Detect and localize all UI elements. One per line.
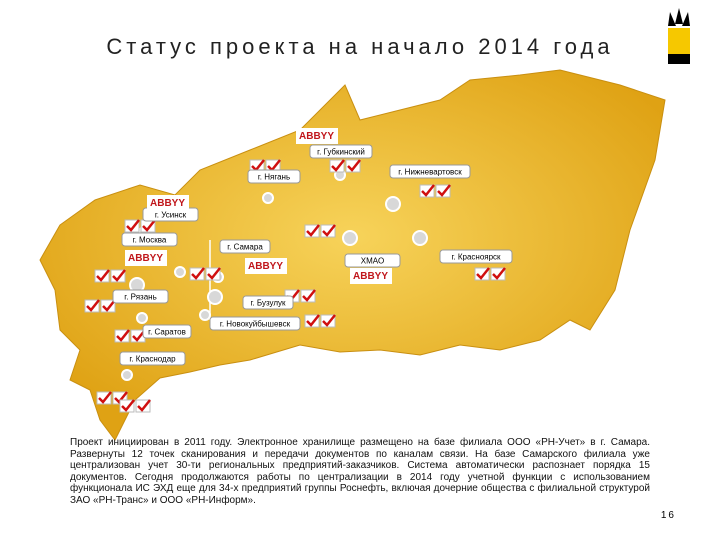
check-mark [322, 224, 336, 237]
check-mark [492, 267, 506, 280]
city-label: г. Нижневартовск [398, 168, 462, 177]
city-label: г. Бузулук [250, 299, 286, 308]
check-mark [142, 219, 156, 232]
logo-box [350, 268, 392, 284]
check-mark [98, 391, 112, 404]
city-label-box [112, 289, 169, 304]
city-label: г. Краснодар [129, 355, 176, 364]
check-mark [322, 314, 336, 327]
slide-title: Статус проекта на начало 2014 года [106, 34, 614, 59]
check-mark [132, 329, 146, 342]
abbyy-logo: ABBYY [248, 261, 283, 272]
check-mark [126, 219, 140, 232]
city-label-box [209, 316, 301, 331]
check-mark [437, 184, 451, 197]
check-mark [331, 159, 345, 172]
logo-box [125, 250, 167, 266]
abbyy-logo: ABBYY [150, 198, 185, 209]
check-mark [121, 399, 135, 412]
city-label: г. Саратов [148, 328, 186, 337]
city-label-box [219, 239, 271, 254]
check-mark [421, 184, 435, 197]
city-label-box [344, 253, 401, 268]
rosneft-logo [668, 8, 690, 64]
check-mark [112, 269, 126, 282]
body-text: Проект инициирован в 2011 году. Электрон… [70, 437, 650, 506]
logo-box [147, 195, 189, 211]
check-mark [96, 269, 110, 282]
logo-box [245, 258, 287, 274]
page-number: 16 [660, 510, 676, 521]
city-label-box [121, 232, 178, 247]
check-mark [116, 329, 130, 342]
city-label: г. Нягань [258, 173, 290, 182]
city-label: г. Самара [227, 243, 263, 252]
city-label-box [142, 324, 192, 339]
check-mark [302, 289, 316, 302]
check-mark [86, 299, 100, 312]
check-mark [102, 299, 116, 312]
check-mark [137, 399, 151, 412]
check-mark [207, 267, 221, 280]
city-label: г. Москва [133, 236, 167, 245]
city-label-box [439, 249, 513, 264]
check-mark [114, 391, 128, 404]
check-mark [476, 267, 490, 280]
abbyy-logo: ABBYY [353, 271, 388, 282]
city-label-box [389, 164, 471, 179]
logo-box [296, 128, 338, 144]
city-label: г. Рязань [124, 293, 157, 302]
check-mark [306, 314, 320, 327]
abbyy-logo: ABBYY [128, 253, 163, 264]
city-label: г. Усинск [155, 211, 187, 220]
check-mark [306, 224, 320, 237]
city-label: г. Новокуйбышевск [220, 320, 291, 329]
city-label-box [242, 295, 294, 310]
city-label-box [119, 351, 186, 366]
city-label-box [247, 169, 301, 184]
city-label-box [309, 144, 373, 159]
abbyy-logo: ABBYY [299, 131, 334, 142]
check-mark [347, 159, 361, 172]
city-label: г. Красноярск [451, 253, 501, 262]
city-label: г. Губкинский [317, 148, 365, 157]
city-label: ХМАО [361, 257, 384, 266]
check-mark [191, 267, 205, 280]
